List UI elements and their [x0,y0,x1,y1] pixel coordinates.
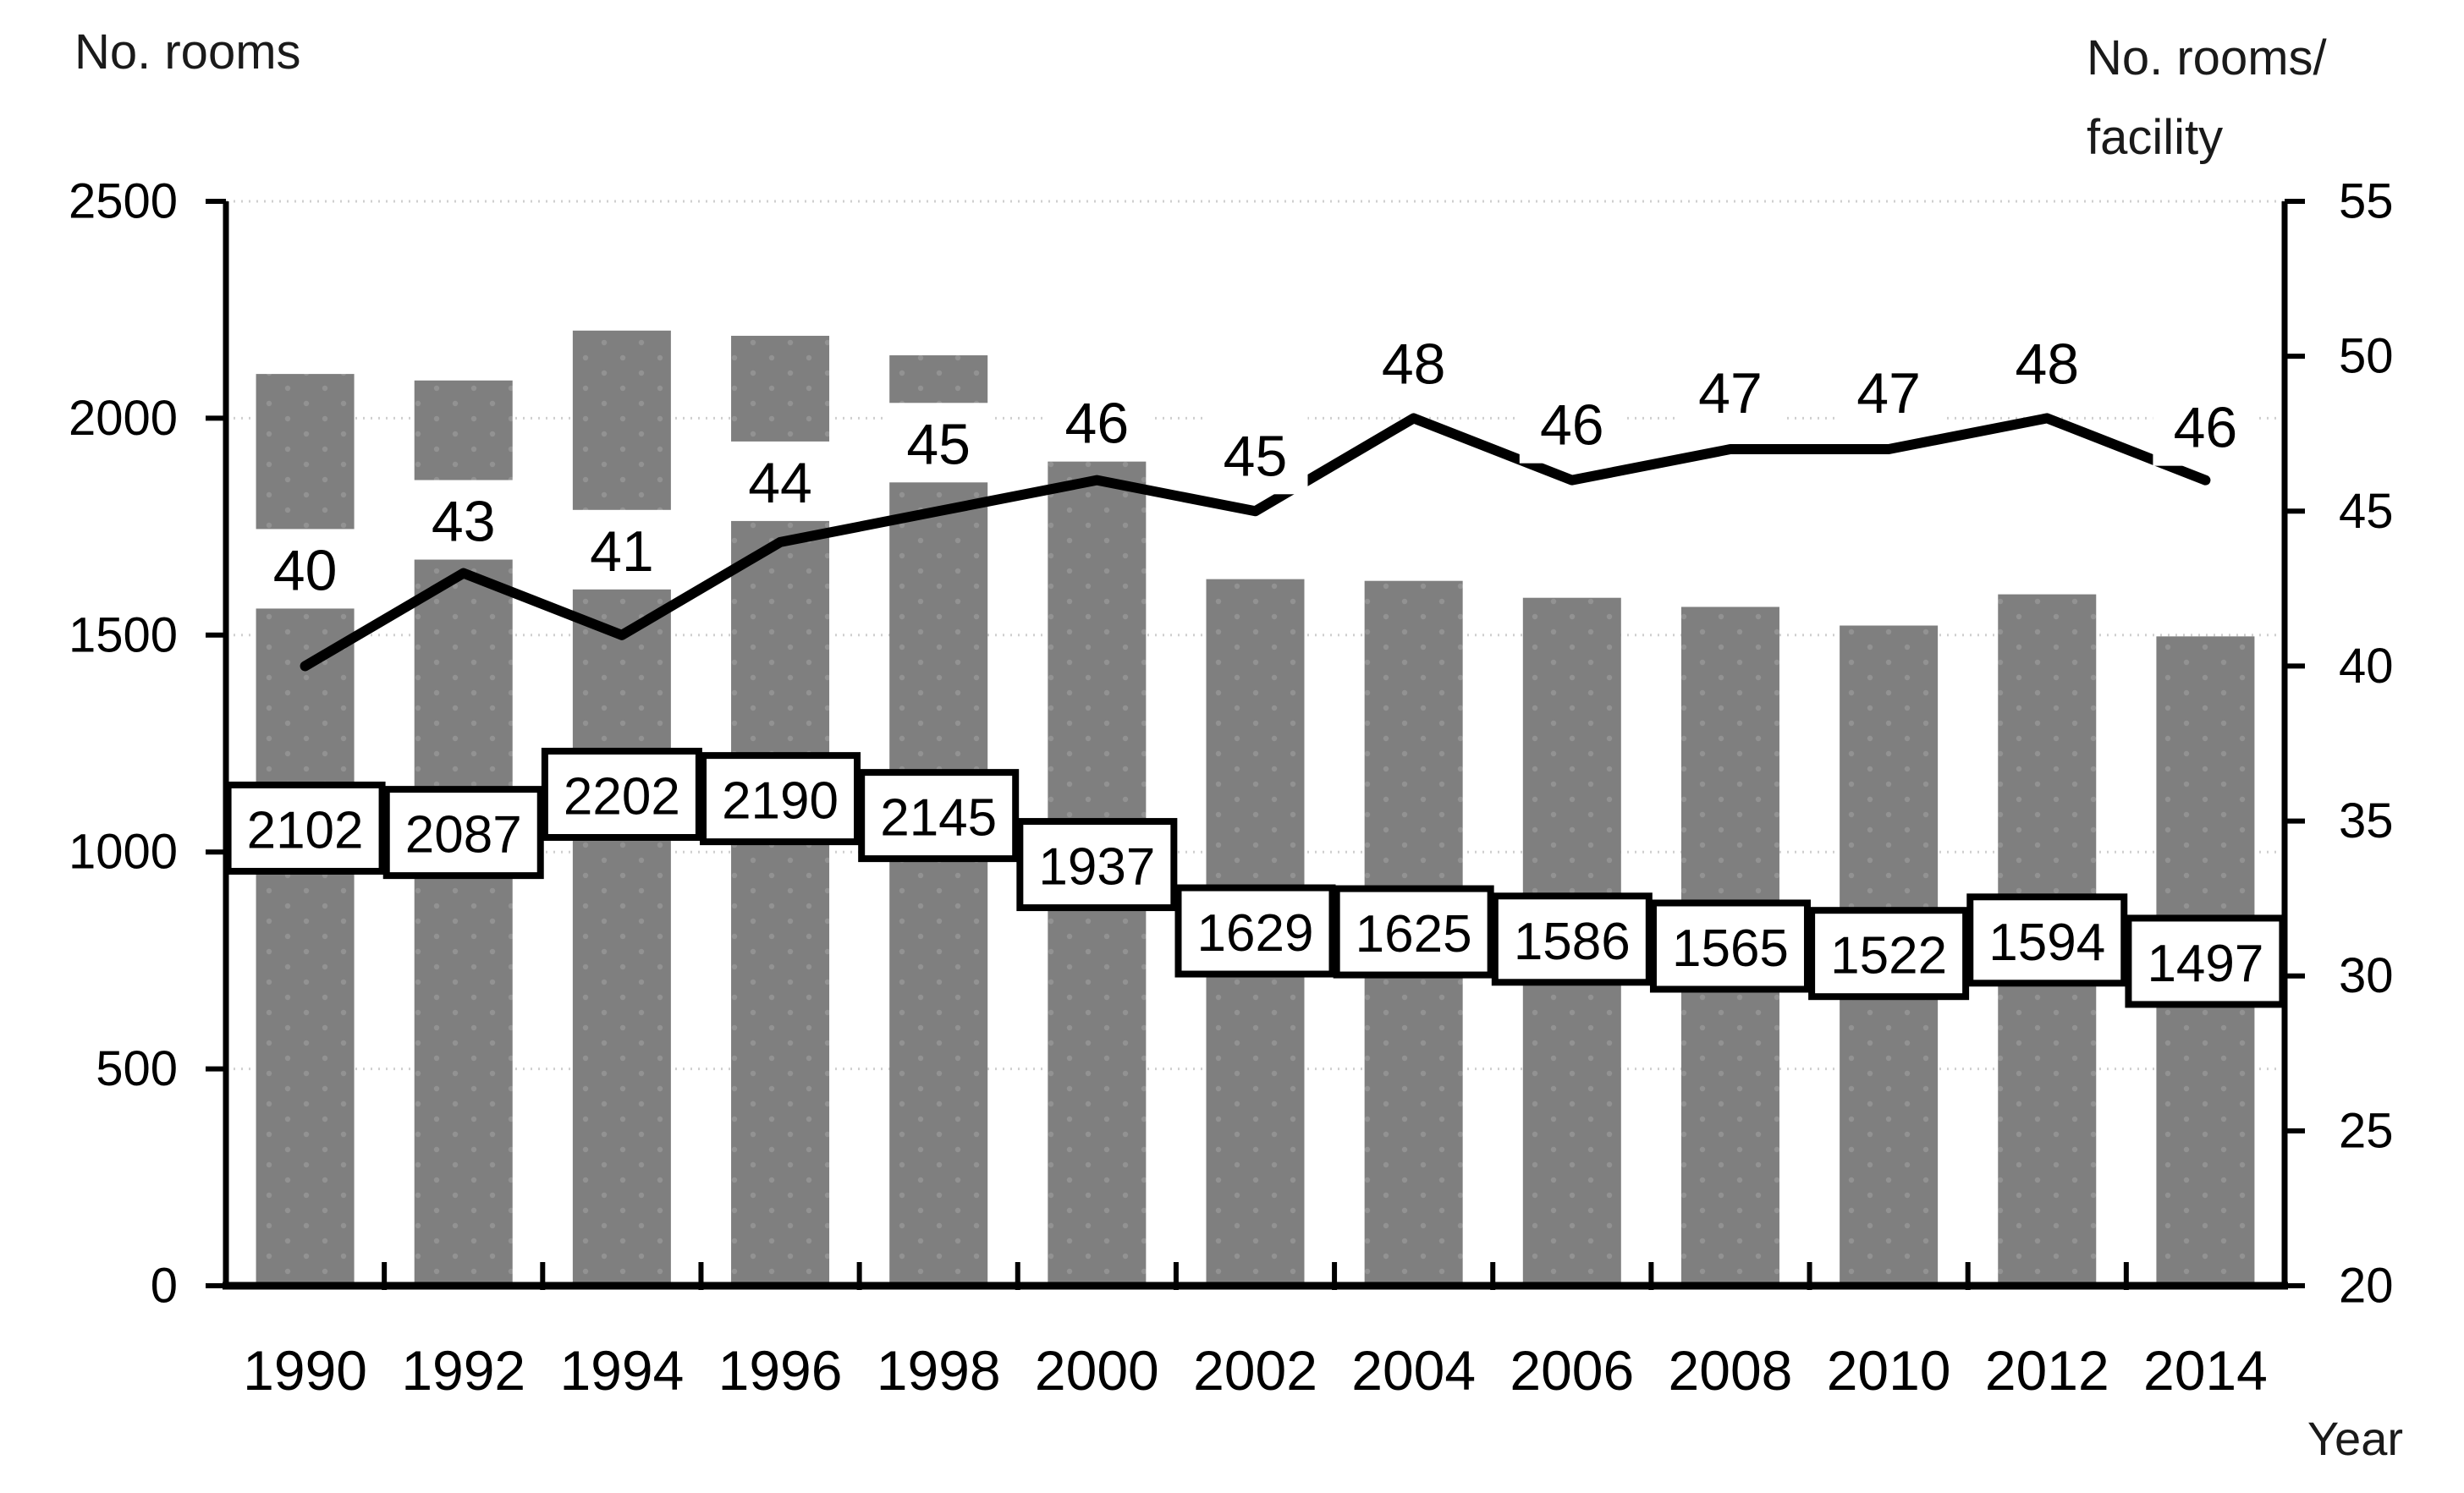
bar-label-2004: 1625 [1356,905,1472,963]
left-axis-title: No. rooms [74,25,301,80]
left-axis-tick-label: 2500 [69,174,178,229]
right-axis-tick-label: 20 [2339,1259,2394,1314]
line-label-1998: 45 [906,412,971,476]
right-axis-tick-label: 50 [2339,329,2394,384]
x-axis-label-2012: 2012 [1985,1339,2109,1402]
x-axis-label-2000: 2000 [1035,1339,1159,1402]
line-label-box-2010 [1836,352,1942,432]
left-axis-tick-label: 2000 [69,391,178,446]
line-label-box-2000 [1044,381,1150,462]
bar-label-box-2008 [1649,899,1811,993]
right-axis-tick-label: 40 [2339,639,2394,694]
left-axis-tick-label: 500 [96,1041,178,1096]
right-axis-tick-label: 25 [2339,1103,2394,1158]
bar-label-1990: 2102 [247,801,364,859]
right-axis-title: No. rooms/ facility [2087,19,2327,178]
bar-label-1992: 2087 [405,806,522,865]
bar-label-1998: 2145 [880,789,997,848]
bar-label-2010: 1522 [1830,927,1947,985]
left-axis-title-text: No. rooms [74,25,301,80]
line-label-1994: 41 [590,519,654,584]
line-label-box-2008 [1677,352,1783,432]
x-axis-label-1996: 1996 [718,1339,843,1402]
bar-label-2000: 1937 [1038,838,1155,897]
bar-label-box-2006 [1491,892,1653,986]
line-label-1990: 40 [273,538,338,602]
bar-label-box-2004 [1333,885,1494,979]
line-label-box-1992 [410,480,516,560]
line-label-box-2002 [1202,414,1308,495]
right-axis-tick-label: 30 [2339,948,2394,1003]
line-label-2012: 48 [2015,332,2079,396]
bar-label-box-2010 [1808,907,1970,1001]
bar-label-2008: 1565 [1672,919,1789,978]
right-axis-title-line1: No. rooms/ [2087,30,2327,85]
x-axis-label-1990: 1990 [243,1339,367,1402]
left-axis-tick-label: 1500 [69,607,178,662]
left-axis-tick-label: 1000 [69,825,178,880]
bar-label-box-1990 [224,781,386,875]
x-axis-label-2002: 2002 [1193,1339,1317,1402]
line-label-1996: 44 [748,451,812,515]
bar-label-2006: 1586 [1514,913,1631,971]
right-axis-tick-label: 35 [2339,793,2394,848]
x-axis-label-2004: 2004 [1351,1339,1476,1402]
x-axis-label-1992: 1992 [401,1339,525,1402]
x-axis-title-text: Year [2307,1412,2403,1465]
bar-label-box-2012 [1966,893,2128,987]
line-label-box-2004 [1361,322,1466,403]
line-label-1992: 43 [432,490,496,554]
line-label-2008: 47 [1698,361,1763,425]
line-series [300,413,2211,672]
x-axis-label-2010: 2010 [1827,1339,1951,1402]
line-label-box-2012 [1994,322,2100,403]
line-label-2004: 48 [1382,332,1446,396]
line-label-box-1990 [252,529,358,609]
x-axis-label-2008: 2008 [1669,1339,1793,1402]
right-axis-tick-label: 45 [2339,484,2394,539]
bar-label-2014: 1497 [2147,935,2263,993]
line-label-2010: 47 [1856,361,1921,425]
x-axis-label-1994: 1994 [559,1339,684,1402]
x-axis-label-1998: 1998 [877,1339,1001,1402]
bar-label-1994: 2202 [564,767,680,826]
bar-label-box-2002 [1174,884,1336,978]
bar-label-box-1998 [858,769,1020,863]
right-axis-title-line2: facility [2087,110,2224,165]
line-label-2014: 46 [2174,396,2238,460]
line-label-box-2014 [2153,386,2258,466]
line-label-2000: 46 [1065,392,1130,456]
bar-label-1996: 2190 [722,772,839,831]
line-label-box-1998 [886,403,992,483]
right-axis-tick-label: 55 [2339,174,2394,229]
line-label-box-2006 [1519,383,1625,464]
line-label-2006: 46 [1540,393,1604,458]
line-label-2002: 45 [1224,424,1288,488]
bar-label-box-1992 [382,786,544,880]
x-axis-label-2014: 2014 [2143,1339,2268,1402]
bar-label-box-2000 [1016,818,1178,912]
bar-label-box-1994 [541,747,702,841]
line-label-box-1996 [728,441,833,521]
x-axis-label-2006: 2006 [1510,1339,1634,1402]
x-axis-title: Year [2234,1411,2403,1466]
bar-label-box-1996 [700,752,861,846]
bar-label-2002: 1629 [1197,904,1314,963]
left-axis-tick-label: 0 [151,1259,178,1314]
line-label-box-1994 [569,509,674,590]
bar-label-2012: 1594 [1988,914,2105,972]
